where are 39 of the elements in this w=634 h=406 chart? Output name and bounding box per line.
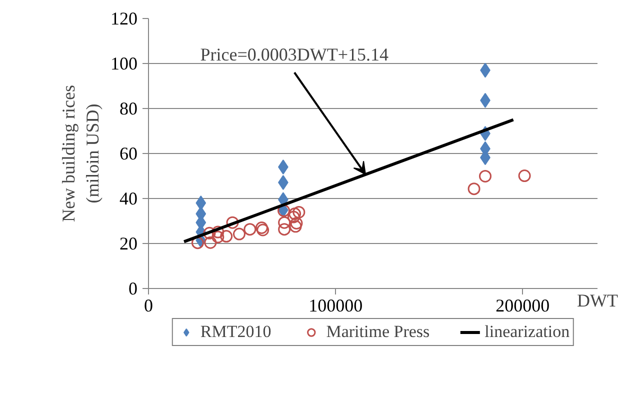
y-axis-title: New building rices (miloin USD) [58, 85, 102, 222]
point [232, 228, 246, 240]
point [292, 206, 306, 218]
y-tick-label: 120 [110, 8, 138, 28]
y-tick-label: 60 [120, 144, 138, 164]
point [289, 220, 302, 233]
x-tick-label: 100000 [308, 296, 363, 316]
point [287, 210, 300, 224]
y-tick-label: 40 [120, 188, 138, 208]
y-tick-label: 100 [110, 54, 138, 74]
x-axis-title: DWT [577, 290, 618, 310]
point [288, 208, 302, 220]
point [244, 223, 256, 236]
point [256, 224, 270, 236]
legend-label: Maritime Press [326, 322, 430, 342]
legend-label: linearization [484, 322, 570, 342]
point [212, 226, 224, 238]
point [196, 196, 206, 210]
point [203, 226, 216, 240]
x-tick-label: 200000 [496, 296, 550, 316]
point [220, 230, 233, 243]
y-tick-label: 0 [128, 278, 138, 298]
point [226, 216, 239, 229]
point [278, 216, 291, 229]
point [278, 223, 291, 236]
point [255, 222, 268, 234]
point [290, 217, 303, 230]
point [518, 170, 531, 182]
y-tick-label: 80 [120, 98, 138, 118]
point [278, 160, 288, 174]
legend-label: RMT2010 [200, 322, 272, 342]
x-tick-label: 0 [144, 296, 153, 316]
y-tick-label: 20 [120, 234, 138, 254]
point [479, 170, 492, 182]
point [191, 236, 204, 250]
point [468, 182, 480, 196]
annotation: Price=0.0003DWT+15.14 [200, 44, 389, 64]
point [212, 230, 224, 244]
point [204, 236, 217, 249]
